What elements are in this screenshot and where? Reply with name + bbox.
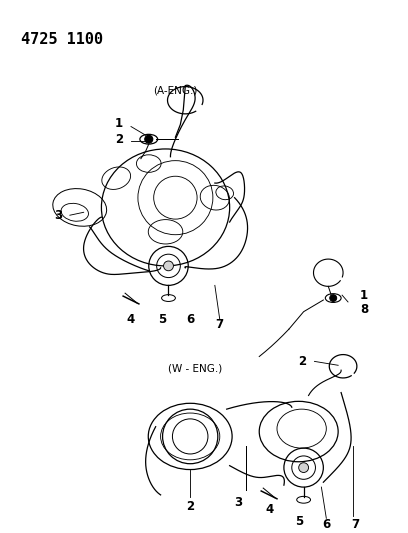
Text: 4: 4 (127, 313, 135, 326)
Text: 6: 6 (186, 313, 194, 326)
Text: 5: 5 (295, 515, 303, 528)
Text: 5: 5 (158, 313, 167, 326)
Text: 2: 2 (299, 355, 306, 368)
Text: 7: 7 (216, 318, 224, 331)
Text: 1: 1 (360, 289, 368, 302)
Text: 2: 2 (186, 500, 194, 513)
Text: (A-ENG.): (A-ENG.) (153, 85, 197, 95)
Circle shape (299, 463, 308, 472)
Text: (W - ENG.): (W - ENG.) (168, 363, 222, 373)
Text: 2: 2 (115, 133, 123, 146)
Text: 8: 8 (360, 303, 368, 316)
Text: 4: 4 (265, 503, 273, 516)
Text: 3: 3 (54, 209, 62, 222)
Circle shape (164, 261, 173, 271)
Circle shape (145, 135, 153, 143)
Circle shape (330, 295, 337, 302)
Text: 7: 7 (351, 518, 359, 531)
Text: 6: 6 (322, 518, 330, 531)
Text: 4725 1100: 4725 1100 (20, 32, 103, 47)
Text: 1: 1 (115, 117, 123, 130)
Text: 3: 3 (235, 496, 243, 509)
